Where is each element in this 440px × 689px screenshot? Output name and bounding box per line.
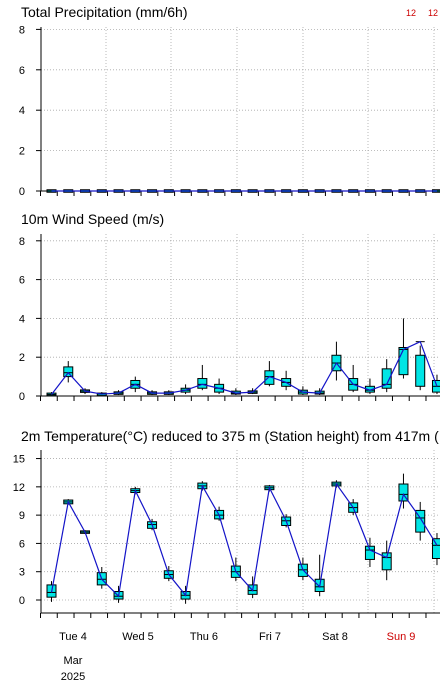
median-line [50, 482, 438, 598]
precip-panel: Total Precipitation (mm/6h) 12 12 0 2 4 6 8 [19, 4, 440, 198]
month-label: Mar [64, 655, 83, 667]
box [415, 509, 426, 533]
wind-panel: 10m Wind Speed (m/s) 0 2 4 6 8 [19, 211, 440, 403]
y-tick-label: 12 [13, 482, 25, 494]
box-13 [264, 361, 275, 387]
median-line [51, 340, 438, 395]
y-tick-label: 15 [13, 454, 25, 466]
y-tick-label: 4 [19, 105, 25, 117]
box-17 [331, 341, 342, 381]
box-1 [63, 361, 74, 383]
box-22 [415, 341, 426, 391]
box-14 [281, 370, 292, 391]
day-label: Wed 5 [122, 631, 154, 643]
y-tick-label: 4 [19, 313, 25, 325]
box [398, 483, 409, 502]
year-label: 2025 [61, 671, 85, 683]
day-label: Fri 7 [259, 631, 281, 643]
box [63, 366, 74, 378]
y-tick-label: 8 [19, 236, 25, 248]
precip-overflow-label-1: 12 [406, 8, 416, 18]
temperature-title: 2m Temperature(°C) reduced to 375 m (Sta… [21, 428, 439, 444]
y-tick-label: 2 [19, 352, 25, 364]
day-label: Tue 4 [59, 631, 87, 643]
box-18 [348, 364, 359, 393]
box-16 [314, 554, 325, 597]
box [381, 368, 392, 389]
precip-title: Total Precipitation (mm/6h) [21, 4, 188, 20]
box [415, 354, 426, 387]
y-tick-label: 8 [19, 24, 25, 36]
box-22 [415, 501, 426, 541]
y-tick-label: 6 [19, 538, 25, 550]
day-label: Thu 6 [190, 631, 218, 643]
temperature-panel: 2m Temperature(°C) reduced to 375 m (Sta… [13, 428, 440, 618]
box-16 [314, 388, 325, 396]
y-tick-label: 2 [19, 146, 25, 158]
box-9 [197, 364, 208, 391]
box-21 [398, 473, 409, 509]
y-tick-label: 0 [19, 186, 25, 198]
box-20 [381, 359, 392, 393]
time-axis: Mar 2025 Tue 4 Wed 5 Thu 6 Fri 7 Sat 8 Sun 9 [59, 631, 415, 683]
precip-overflow-label-2: 12 [428, 8, 438, 18]
y-tick-label: 9 [19, 510, 25, 522]
y-tick-label: 0 [19, 391, 25, 403]
box [364, 545, 375, 560]
day-label: Sun 9 [387, 631, 416, 643]
box [197, 378, 208, 389]
box-19 [364, 378, 375, 395]
y-tick-label: 3 [19, 567, 25, 579]
y-tick-label: 0 [19, 595, 25, 607]
wind-title: 10m Wind Speed (m/s) [21, 211, 164, 227]
day-label: Sat 8 [322, 631, 348, 643]
box [381, 552, 392, 571]
box-10 [214, 378, 225, 395]
box [398, 347, 409, 376]
y-tick-label: 6 [19, 65, 25, 77]
box [431, 538, 440, 560]
y-tick-label: 6 [19, 275, 25, 287]
